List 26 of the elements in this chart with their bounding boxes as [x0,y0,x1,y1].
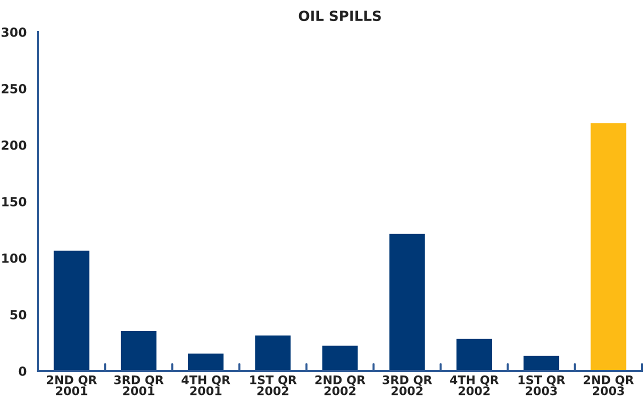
bar [52,249,91,371]
bar [455,338,494,371]
y-tick-label: 100 [2,253,26,263]
y-tick-label: 200 [2,140,26,150]
x-tick-label: 4TH QR 2001 [182,375,230,396]
bar [522,354,560,371]
y-tick-label: 300 [2,27,26,37]
bar [186,352,225,371]
bar [388,232,426,371]
x-tick-label: 4TH QR 2002 [450,375,499,396]
x-tick-label: 1ST QR 2003 [518,375,566,396]
x-tick-label: 2ND QR 2003 [584,375,634,396]
x-tick-label: 3RD QR 2002 [382,375,432,396]
y-tick-label: 150 [2,196,26,206]
bar [320,344,360,371]
x-tick-label: 2ND QR 2002 [315,375,366,396]
x-tick-label: 1ST QR 2002 [250,375,297,396]
bar [120,330,158,371]
y-tick-label: 0 [18,366,26,376]
y-tick-label: 50 [10,310,26,320]
bar [589,122,628,371]
bar [254,334,292,371]
chart-title: OIL SPILLS [298,10,381,22]
x-tick-label: 3RD QR 2001 [114,375,164,396]
x-tick-label: 2ND QR 2001 [46,375,97,396]
y-tick-label: 250 [2,84,26,94]
